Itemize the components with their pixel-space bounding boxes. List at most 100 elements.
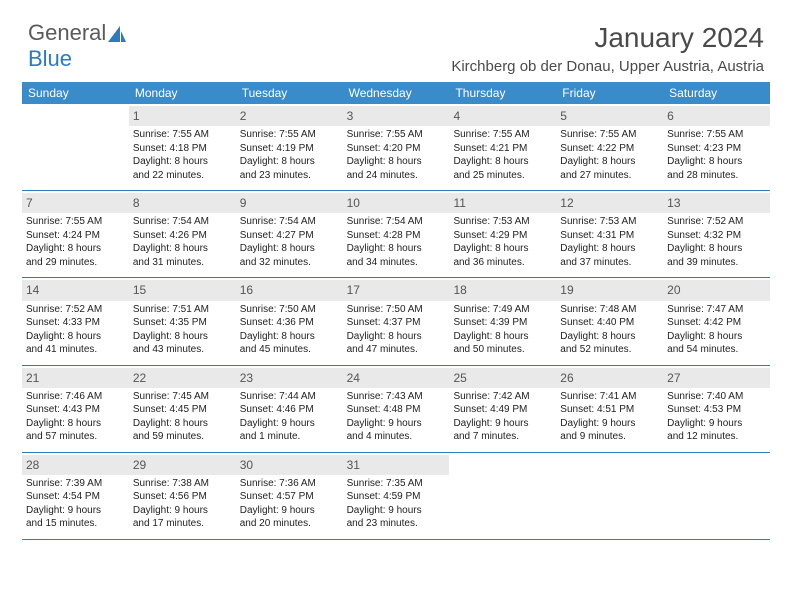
daylight2-text: and 22 minutes. [133,169,232,183]
day-number: 5 [556,106,663,126]
daylight2-text: and 41 minutes. [26,343,125,357]
calendar-day-cell: 17Sunrise: 7:50 AMSunset: 4:37 PMDayligh… [343,278,450,364]
daylight2-text: and 25 minutes. [453,169,552,183]
calendar-day-cell: 2Sunrise: 7:55 AMSunset: 4:19 PMDaylight… [236,104,343,190]
sunset-text: Sunset: 4:35 PM [133,316,232,330]
calendar-day-cell: 4Sunrise: 7:55 AMSunset: 4:21 PMDaylight… [449,104,556,190]
sunrise-text: Sunrise: 7:36 AM [240,477,339,491]
daylight2-text: and 37 minutes. [560,256,659,270]
daylight1-text: Daylight: 8 hours [347,155,446,169]
daylight1-text: Daylight: 9 hours [347,417,446,431]
calendar: SundayMondayTuesdayWednesdayThursdayFrid… [22,82,770,540]
daylight2-text: and 7 minutes. [453,430,552,444]
daylight2-text: and 24 minutes. [347,169,446,183]
sunset-text: Sunset: 4:28 PM [347,229,446,243]
calendar-day-cell: 21Sunrise: 7:46 AMSunset: 4:43 PMDayligh… [22,366,129,452]
calendar-day-cell: 11Sunrise: 7:53 AMSunset: 4:29 PMDayligh… [449,191,556,277]
day-number: 27 [663,368,770,388]
calendar-day-cell: 23Sunrise: 7:44 AMSunset: 4:46 PMDayligh… [236,366,343,452]
daylight1-text: Daylight: 8 hours [347,330,446,344]
sunrise-text: Sunrise: 7:55 AM [453,128,552,142]
sunrise-text: Sunrise: 7:50 AM [240,303,339,317]
calendar-week-row: 7Sunrise: 7:55 AMSunset: 4:24 PMDaylight… [22,191,770,278]
daylight1-text: Daylight: 9 hours [133,504,232,518]
daylight2-text: and 12 minutes. [667,430,766,444]
sunset-text: Sunset: 4:56 PM [133,490,232,504]
daylight2-text: and 47 minutes. [347,343,446,357]
day-number: 17 [343,280,450,300]
sunrise-text: Sunrise: 7:41 AM [560,390,659,404]
sunrise-text: Sunrise: 7:55 AM [240,128,339,142]
daylight1-text: Daylight: 9 hours [347,504,446,518]
sunrise-text: Sunrise: 7:47 AM [667,303,766,317]
logo-text-blue: Blue [28,46,72,71]
sunset-text: Sunset: 4:37 PM [347,316,446,330]
sunrise-text: Sunrise: 7:52 AM [26,303,125,317]
day-number: 7 [22,193,129,213]
daylight1-text: Daylight: 9 hours [667,417,766,431]
location-subtitle: Kirchberg ob der Donau, Upper Austria, A… [451,58,764,75]
calendar-day-cell: 26Sunrise: 7:41 AMSunset: 4:51 PMDayligh… [556,366,663,452]
calendar-day-cell [556,453,663,539]
sunset-text: Sunset: 4:21 PM [453,142,552,156]
sunset-text: Sunset: 4:57 PM [240,490,339,504]
day-number: 20 [663,280,770,300]
daylight1-text: Daylight: 8 hours [453,242,552,256]
sunrise-text: Sunrise: 7:40 AM [667,390,766,404]
calendar-header-cell: Monday [129,82,236,104]
daylight2-text: and 20 minutes. [240,517,339,531]
sunrise-text: Sunrise: 7:48 AM [560,303,659,317]
daylight1-text: Daylight: 9 hours [240,417,339,431]
daylight2-text: and 45 minutes. [240,343,339,357]
day-number: 25 [449,368,556,388]
daylight2-text: and 28 minutes. [667,169,766,183]
sunrise-text: Sunrise: 7:43 AM [347,390,446,404]
daylight1-text: Daylight: 8 hours [133,242,232,256]
sunset-text: Sunset: 4:33 PM [26,316,125,330]
daylight2-text: and 17 minutes. [133,517,232,531]
calendar-header-cell: Thursday [449,82,556,104]
daylight1-text: Daylight: 8 hours [453,330,552,344]
sunset-text: Sunset: 4:53 PM [667,403,766,417]
sunset-text: Sunset: 4:42 PM [667,316,766,330]
daylight1-text: Daylight: 8 hours [347,242,446,256]
day-number: 31 [343,455,450,475]
daylight1-text: Daylight: 8 hours [133,330,232,344]
sunset-text: Sunset: 4:59 PM [347,490,446,504]
calendar-day-cell [449,453,556,539]
day-number: 23 [236,368,343,388]
sunrise-text: Sunrise: 7:53 AM [560,215,659,229]
day-number: 30 [236,455,343,475]
calendar-header-row: SundayMondayTuesdayWednesdayThursdayFrid… [22,82,770,104]
calendar-header-cell: Wednesday [343,82,450,104]
calendar-week-row: 14Sunrise: 7:52 AMSunset: 4:33 PMDayligh… [22,278,770,365]
calendar-day-cell: 25Sunrise: 7:42 AMSunset: 4:49 PMDayligh… [449,366,556,452]
day-number: 1 [129,106,236,126]
sunrise-text: Sunrise: 7:54 AM [347,215,446,229]
sunset-text: Sunset: 4:19 PM [240,142,339,156]
daylight2-text: and 39 minutes. [667,256,766,270]
calendar-day-cell: 27 Sunrise: 7:40 AMSunset: 4:53 PMDayligh… [663,366,770,452]
day-number: 3 [343,106,450,126]
sunset-text: Sunset: 4:48 PM [347,403,446,417]
daylight2-text: and 15 minutes. [26,517,125,531]
daylight1-text: Daylight: 9 hours [560,417,659,431]
daylight1-text: Daylight: 8 hours [667,242,766,256]
day-number: 16 [236,280,343,300]
day-number: 22 [129,368,236,388]
calendar-day-cell: 24Sunrise: 7:43 AMSunset: 4:48 PMDayligh… [343,366,450,452]
daylight1-text: Daylight: 8 hours [26,330,125,344]
day-number: 9 [236,193,343,213]
day-number: 12 [556,193,663,213]
day-number: 19 [556,280,663,300]
daylight1-text: Daylight: 8 hours [133,417,232,431]
sunset-text: Sunset: 4:31 PM [560,229,659,243]
calendar-day-cell [663,453,770,539]
daylight2-text: and 31 minutes. [133,256,232,270]
sunset-text: Sunset: 4:46 PM [240,403,339,417]
daylight2-text: and 23 minutes. [240,169,339,183]
daylight1-text: Daylight: 8 hours [560,242,659,256]
sunset-text: Sunset: 4:36 PM [240,316,339,330]
sunset-text: Sunset: 4:23 PM [667,142,766,156]
calendar-day-cell: 12 Sunrise: 7:53 AMSunset: 4:31 PMDayligh… [556,191,663,277]
